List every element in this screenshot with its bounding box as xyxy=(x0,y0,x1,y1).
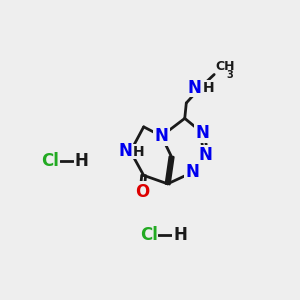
Text: N: N xyxy=(196,124,209,142)
Text: H: H xyxy=(75,152,88,170)
Text: N: N xyxy=(154,127,168,145)
Text: H: H xyxy=(202,81,214,94)
Text: H: H xyxy=(173,226,187,244)
Text: H: H xyxy=(133,145,145,158)
Text: N: N xyxy=(186,163,200,181)
Text: N: N xyxy=(199,146,213,164)
Text: Cl: Cl xyxy=(41,152,59,170)
Text: 3: 3 xyxy=(226,70,233,80)
Text: Cl: Cl xyxy=(140,226,158,244)
Text: O: O xyxy=(135,182,149,200)
Text: N: N xyxy=(118,142,132,160)
Text: N: N xyxy=(187,79,201,97)
Text: CH: CH xyxy=(216,60,235,73)
